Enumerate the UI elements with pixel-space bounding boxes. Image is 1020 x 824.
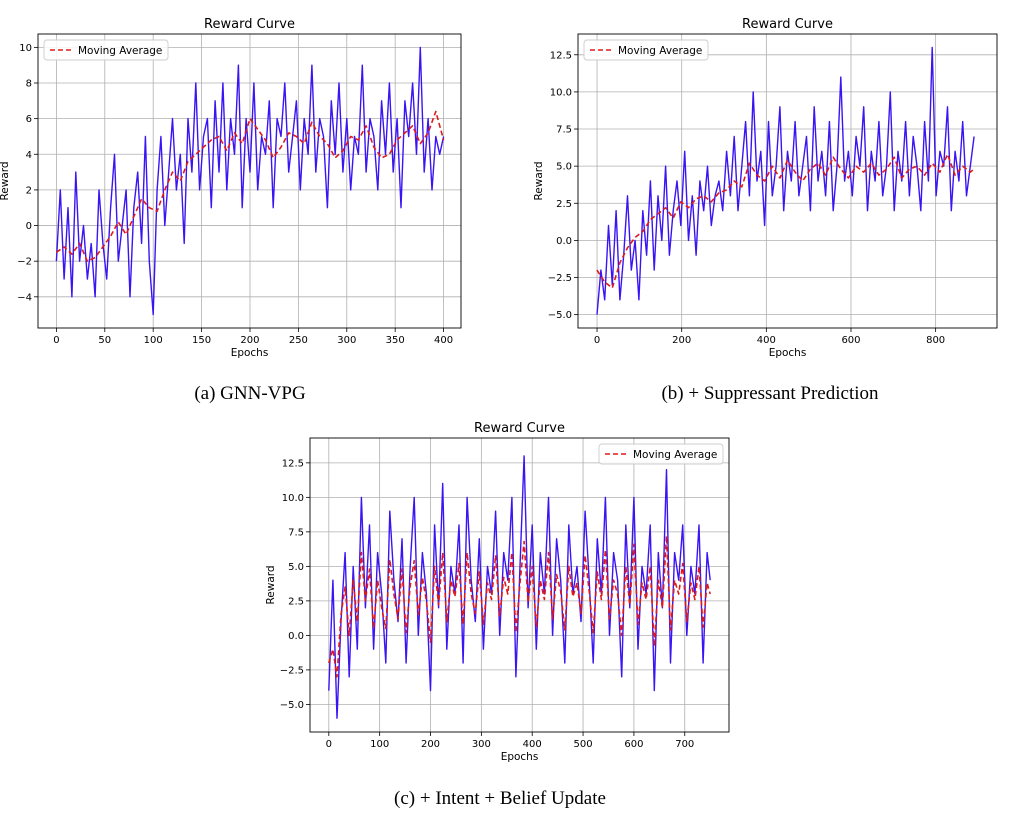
y-tick-label: −2 (17, 257, 32, 268)
y-tick-label: 4 (26, 150, 32, 161)
y-tick-label: −2.5 (548, 273, 572, 284)
x-tick-label: 400 (434, 335, 453, 346)
y-tick-label: −2.5 (280, 665, 304, 676)
y-tick-label: 0.0 (556, 236, 572, 247)
moving-average-line (55, 110, 445, 262)
y-tick-label: 12.5 (282, 458, 304, 469)
legend-label-moving-average: Moving Average (633, 449, 717, 461)
plot-frame (309, 437, 730, 733)
x-tick-label: 0 (53, 335, 59, 346)
x-axis-label: Epochs (231, 347, 269, 359)
chart-panel-c: 0 100 200 300 400 500 600 700 −5.0 −2.5 0.0 2.5 5.0 7… (265, 418, 738, 768)
reward-line (328, 455, 711, 719)
x-axis-label: Epochs (501, 751, 539, 763)
y-tick-label: 0 (26, 221, 32, 232)
y-tick-label: 5.0 (556, 162, 572, 173)
caption-c: (c) + Intent + Belief Update (394, 788, 606, 809)
x-tick-label: 500 (574, 739, 593, 750)
y-tick-label: 10.0 (282, 493, 304, 504)
y-tick-label: −5.0 (548, 310, 572, 321)
y-tick-label: 8 (26, 79, 32, 90)
y-tick-label: 5.0 (288, 562, 304, 573)
x-tick-label: 300 (337, 335, 356, 346)
y-tick-label: 7.5 (288, 527, 304, 538)
plot-area (578, 34, 997, 328)
legend-label-moving-average: Moving Average (618, 45, 702, 57)
x-tick-label: 100 (370, 739, 389, 750)
x-tick-label: 200 (421, 739, 440, 750)
y-tick-label: 2.5 (288, 596, 304, 607)
x-tick-label: 400 (523, 739, 542, 750)
chart-panel-a: 0 50 100 150 200 250 300 350 400 −4 −2 0 2 4 6 8 10 Rewar… (0, 14, 470, 364)
y-tick-label: 0.0 (288, 631, 304, 642)
moving-average-line (328, 535, 711, 678)
y-tick-label: 2 (26, 185, 32, 196)
y-axis-label: Reward (0, 161, 11, 200)
chart-a-svg: 0 50 100 150 200 250 300 350 400 −4 −2 0 2 4 6 8 10 Rewar… (0, 17, 462, 359)
x-tick-label: 800 (926, 335, 945, 346)
x-tick-label: 350 (386, 335, 405, 346)
x-axis-label: Epochs (769, 347, 807, 359)
chart-title: Reward Curve (474, 421, 565, 436)
chart-panel-b: 0 200 400 600 800 −5.0 −2.5 0.0 2.5 5.0 7.5 10.0 12.… (533, 14, 1006, 364)
chart-c-svg: 0 100 200 300 400 500 600 700 −5.0 −2.5 0.0 2.5 5.0 7… (265, 421, 730, 763)
y-axis-label: Reward (265, 565, 277, 604)
x-tick-label: 600 (841, 335, 860, 346)
plot-frame (577, 33, 998, 329)
reward-line (596, 46, 975, 315)
moving-average-line (596, 153, 975, 289)
y-tick-label: 12.5 (550, 50, 572, 61)
x-tick-label: 0 (594, 335, 600, 346)
legend-box (43, 39, 169, 61)
y-tick-label: −4 (17, 292, 32, 303)
y-tick-label: 10 (19, 43, 32, 54)
x-tick-label: 300 (472, 739, 491, 750)
plot-area (38, 34, 461, 328)
legend-label-moving-average: Moving Average (78, 45, 162, 57)
x-tick-label: 250 (289, 335, 308, 346)
chart-title: Reward Curve (204, 17, 295, 32)
chart-b-svg: 0 200 400 600 800 −5.0 −2.5 0.0 2.5 5.0 7.5 10.0 12.… (533, 17, 998, 359)
legend-box (598, 443, 724, 465)
reward-line (55, 46, 445, 316)
x-tick-label: 700 (675, 739, 694, 750)
y-tick-label: 2.5 (556, 199, 572, 210)
x-tick-label: 200 (672, 335, 691, 346)
x-tick-label: 0 (326, 739, 332, 750)
y-tick-label: 7.5 (556, 125, 572, 136)
x-tick-label: 200 (240, 335, 259, 346)
y-tick-label: −5.0 (280, 700, 304, 711)
legend-box (583, 39, 709, 61)
y-axis-label: Reward (533, 161, 545, 200)
x-tick-label: 400 (757, 335, 776, 346)
x-tick-label: 150 (192, 335, 211, 346)
y-tick-label: 10.0 (550, 87, 572, 98)
caption-a: (a) GNN-VPG (194, 383, 306, 404)
chart-title: Reward Curve (742, 17, 833, 32)
x-tick-label: 100 (144, 335, 163, 346)
x-tick-label: 50 (98, 335, 111, 346)
caption-b: (b) + Suppressant Prediction (661, 383, 879, 404)
x-tick-label: 600 (624, 739, 643, 750)
y-tick-label: 6 (26, 114, 32, 125)
plot-frame (37, 33, 462, 329)
